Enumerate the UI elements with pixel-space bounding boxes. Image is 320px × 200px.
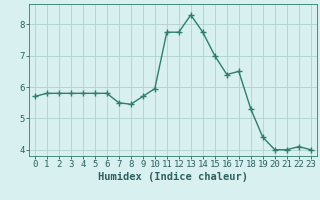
- X-axis label: Humidex (Indice chaleur): Humidex (Indice chaleur): [98, 172, 248, 182]
